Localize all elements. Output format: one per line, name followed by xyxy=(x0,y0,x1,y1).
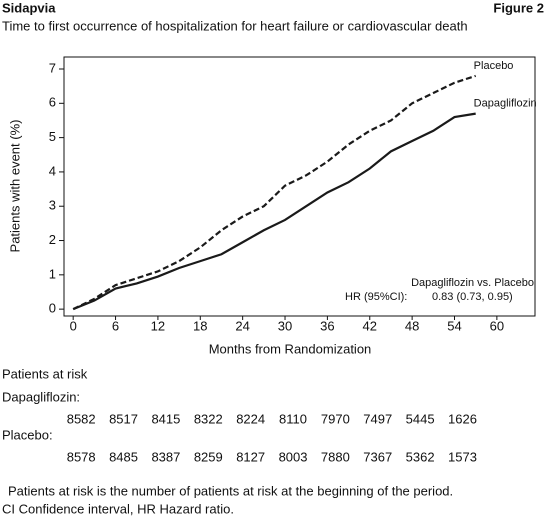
x-tick-label: 18 xyxy=(193,318,207,333)
x-tick-label: 48 xyxy=(405,318,419,333)
series-label: Placebo xyxy=(474,60,514,72)
risk-value: 8259 xyxy=(194,449,223,464)
x-tick-label: 0 xyxy=(70,318,77,333)
risk-value: 8003 xyxy=(279,449,308,464)
x-tick-label: 60 xyxy=(490,318,504,333)
risk-row-label: Dapagliflozin: xyxy=(2,389,80,404)
chart-title: Time to first occurrence of hospitalizat… xyxy=(2,18,468,33)
risk-value: 8578 xyxy=(67,449,96,464)
x-tick-label: 12 xyxy=(151,318,165,333)
risk-value: 8517 xyxy=(109,411,138,426)
annotation: Dapagliflozin vs. Placebo xyxy=(411,277,534,289)
risk-value: 7497 xyxy=(363,411,392,426)
risk-value: 8224 xyxy=(236,411,265,426)
risk-value: 1573 xyxy=(448,449,477,464)
x-tick-label: 54 xyxy=(447,318,461,333)
x-tick-label: 36 xyxy=(320,318,334,333)
risk-value: 8485 xyxy=(109,449,138,464)
risk-value: 7367 xyxy=(363,449,392,464)
risk-title: Patients at risk xyxy=(2,366,88,381)
y-tick-label: 5 xyxy=(49,129,56,144)
series-line xyxy=(72,112,476,311)
y-tick-label: 0 xyxy=(49,301,56,316)
footnote: Patients at risk is the number of patien… xyxy=(8,483,453,498)
risk-value: 8387 xyxy=(151,449,180,464)
y-tick-label: 7 xyxy=(49,60,56,75)
y-tick-label: 3 xyxy=(49,198,56,213)
y-tick-label: 1 xyxy=(49,266,56,281)
x-tick-label: 42 xyxy=(363,318,377,333)
risk-value: 8110 xyxy=(279,411,307,426)
risk-value: 1626 xyxy=(448,411,477,426)
plot-frame xyxy=(63,56,536,317)
annotation: 0.83 (0.73, 0.95) xyxy=(432,291,513,303)
x-tick-label: 24 xyxy=(235,318,249,333)
risk-value: 5362 xyxy=(406,449,435,464)
figure-label: Figure 2 xyxy=(493,0,544,15)
y-tick-label: 4 xyxy=(49,163,56,178)
risk-value: 8582 xyxy=(67,411,96,426)
footnote: CI Confidence interval, HR Hazard ratio. xyxy=(2,501,234,516)
y-tick-label: 6 xyxy=(49,95,56,110)
risk-row-label: Placebo: xyxy=(2,427,53,442)
series-line xyxy=(72,74,477,311)
x-tick-label: 6 xyxy=(112,318,119,333)
risk-value: 8127 xyxy=(236,449,265,464)
y-tick-label: 2 xyxy=(49,232,56,247)
x-axis-label: Months from Randomization xyxy=(209,341,372,356)
header-title: Sidapvia xyxy=(2,0,56,15)
risk-value: 8415 xyxy=(151,411,180,426)
annotation: HR (95%CI): xyxy=(345,291,407,303)
series-label: Dapagliflozin xyxy=(474,98,537,110)
risk-value: 7970 xyxy=(321,411,350,426)
x-tick-label: 30 xyxy=(278,318,292,333)
risk-value: 7880 xyxy=(321,449,350,464)
y-axis-label: Patients with event (%) xyxy=(7,120,22,253)
risk-value: 5445 xyxy=(406,411,435,426)
risk-value: 8322 xyxy=(194,411,223,426)
